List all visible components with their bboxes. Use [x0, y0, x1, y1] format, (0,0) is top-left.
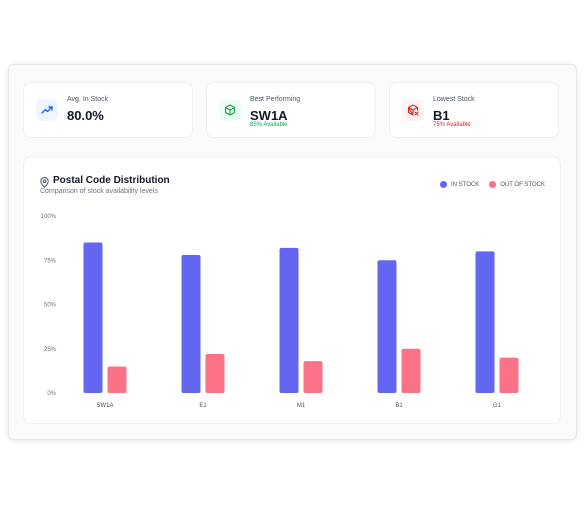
x-tick-label: B1 [395, 403, 403, 409]
x-tick-label: M1 [297, 403, 306, 409]
stat-subtext: 85% Available [250, 122, 288, 128]
y-tick-label: 0% [47, 391, 56, 397]
legend-item-out-of-stock[interactable]: OUT OF STOCK [489, 181, 545, 188]
y-tick-label: 75% [44, 258, 57, 264]
stat-label: Best Performing [250, 96, 301, 103]
dashboard-window: Avg. In Stock 80.0% Best Performing SW1A… [9, 65, 576, 439]
y-tick-label: 100% [41, 214, 57, 220]
x-tick-label: G1 [493, 403, 502, 409]
legend-item-in-stock[interactable]: IN STOCK [439, 181, 480, 188]
y-tick-label: 50% [44, 303, 57, 309]
y-tick-label: 25% [44, 347, 57, 353]
bar-in-stock-sw1a[interactable] [83, 242, 103, 393]
stat-card-lowest-stock: Lowest Stock B1 75% Available [389, 82, 559, 138]
bar-out-of-stock-e1[interactable] [205, 354, 225, 393]
bar-in-stock-b1[interactable] [377, 260, 397, 393]
chart-title: Postal Code Distribution [53, 175, 170, 186]
bar-in-stock-m1[interactable] [279, 247, 299, 393]
map-pin-icon [40, 175, 49, 193]
postal-code-chart-card: Postal Code Distribution Comparison of s… [23, 156, 561, 424]
legend-label: IN STOCK [450, 181, 480, 188]
bar-chart: 0% 25% 50% 75% 100% SW1A E1 M1 B1 G1 [41, 214, 519, 409]
bar-out-of-stock-sw1a[interactable] [107, 366, 127, 393]
legend-swatch [489, 181, 497, 188]
bar-out-of-stock-m1[interactable] [303, 361, 323, 393]
trending-up-icon [36, 99, 58, 121]
box-icon [219, 99, 241, 121]
bar-in-stock-g1[interactable] [475, 251, 495, 393]
stat-subtext: 75% Available [433, 122, 471, 128]
x-tick-label: E1 [199, 403, 207, 409]
box-alert-icon [402, 99, 424, 121]
stat-value: SW1A [250, 108, 288, 123]
stat-label: Lowest Stock [433, 96, 475, 103]
bar-in-stock-e1[interactable] [181, 254, 201, 393]
stat-card-best-performing: Best Performing SW1A 85% Available [206, 82, 376, 138]
stat-value: 80.0% [67, 108, 104, 123]
chart-legend: IN STOCK OUT OF STOCK [439, 181, 545, 188]
x-tick-label: SW1A [96, 403, 113, 409]
stat-value: B1 [433, 108, 450, 123]
legend-label: OUT OF STOCK [500, 181, 545, 188]
stat-card-avg-in-stock: Avg. In Stock 80.0% [23, 82, 193, 138]
stat-label: Avg. In Stock [67, 96, 109, 103]
legend-swatch [439, 181, 447, 188]
bar-out-of-stock-g1[interactable] [499, 357, 519, 393]
chart-subtitle: Comparison of stock availability levels [40, 188, 158, 195]
bar-out-of-stock-b1[interactable] [401, 348, 421, 393]
